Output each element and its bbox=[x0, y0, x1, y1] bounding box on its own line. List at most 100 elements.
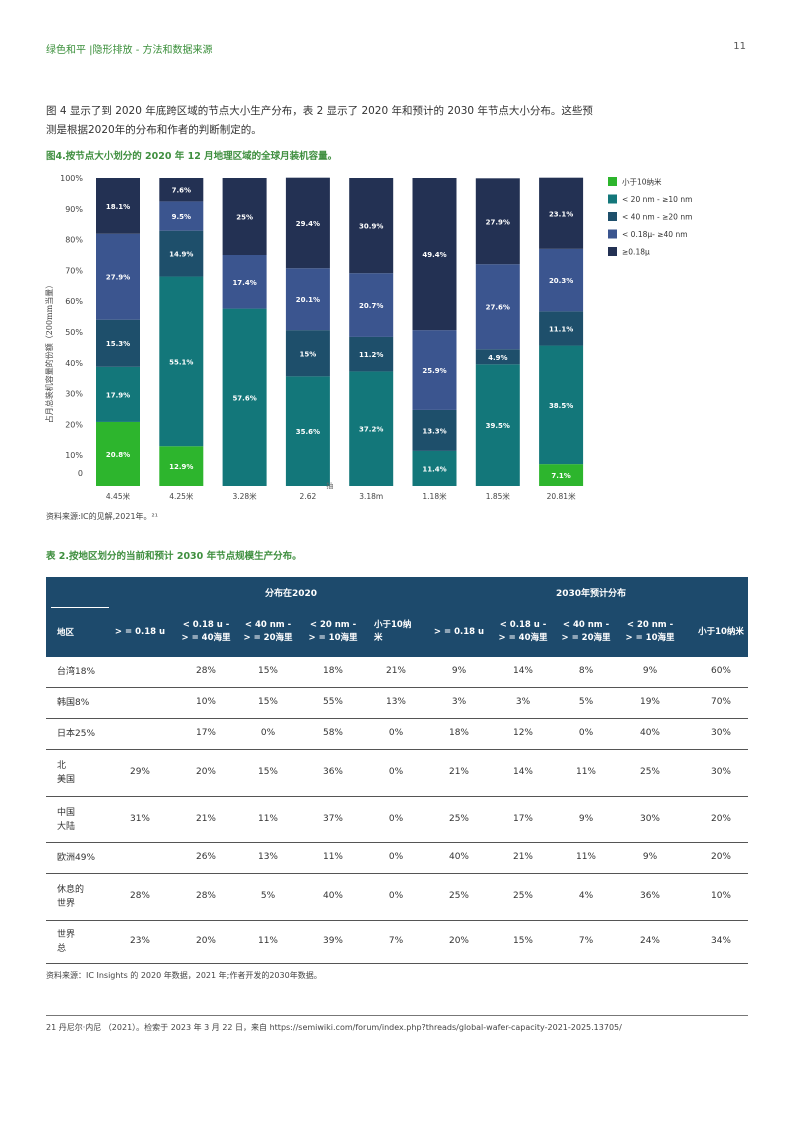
region-line: 北 bbox=[57, 761, 67, 771]
bar-segment bbox=[222, 255, 267, 309]
data-label: 27.9% bbox=[486, 218, 510, 226]
bar-segment bbox=[475, 349, 520, 365]
table-cell: 28% bbox=[195, 891, 216, 901]
stacked-bar-chart: 0 10% 20% 30% 40% 50% 60% 70% 80% 90% 100% 占月总装机容量的… bbox=[44, 174, 692, 501]
table-cell: 29% bbox=[129, 767, 150, 777]
table-cell: 39% bbox=[322, 936, 343, 946]
table-cell: 40% bbox=[322, 891, 343, 901]
table-cell: 8% bbox=[578, 666, 594, 676]
x-tick-label: 20.81米 bbox=[547, 491, 576, 501]
column-header-line: < 0.18 u - bbox=[182, 620, 230, 630]
x-tick-label: 1.85米 bbox=[486, 491, 511, 501]
data-label: 37.2% bbox=[359, 426, 383, 434]
bar-segment bbox=[475, 178, 520, 265]
header-group-2020: 分布在2020 bbox=[264, 589, 318, 599]
region-line: 欧洲49% bbox=[57, 853, 96, 863]
bar-segment bbox=[475, 364, 520, 486]
table-cell: 17% bbox=[512, 813, 533, 824]
table-cell: 3% bbox=[451, 697, 467, 707]
data-label: 4.9% bbox=[488, 354, 507, 362]
table-cell: 11% bbox=[322, 852, 343, 862]
data-label: 39.5% bbox=[486, 422, 510, 430]
table-cell: 26% bbox=[195, 852, 216, 862]
table-cell: 10% bbox=[195, 697, 216, 707]
data-label: 12.9% bbox=[169, 463, 193, 471]
table-cell: 5% bbox=[260, 891, 276, 901]
column-header: < 20 nm - > = 10海里 bbox=[300, 619, 366, 645]
column-header-line: > = 0.18 u bbox=[433, 627, 485, 637]
column-header: < 0.18 u - > = 40海里 bbox=[490, 619, 556, 645]
table-cell: 14% bbox=[512, 767, 533, 777]
bar-segment bbox=[222, 178, 267, 255]
table-cell: 0% bbox=[388, 813, 404, 824]
legend-label: < 40 nm - ≥20 nm bbox=[622, 213, 692, 222]
table-cell: 36% bbox=[322, 767, 343, 777]
table-cell: 7% bbox=[388, 936, 404, 946]
y-tick-label: 100% bbox=[60, 174, 83, 183]
table-cell: 28% bbox=[195, 666, 216, 676]
table-cell: 3% bbox=[515, 697, 531, 707]
data-label: 25.9% bbox=[422, 367, 446, 375]
table-cell: 0% bbox=[260, 728, 276, 738]
y-tick-label: 20% bbox=[65, 420, 83, 429]
bar-segment bbox=[159, 230, 204, 277]
bar-segment bbox=[159, 178, 204, 202]
table-cell: 20% bbox=[448, 936, 469, 946]
y-tick-label: 30% bbox=[65, 390, 83, 399]
table-cell: 13% bbox=[257, 852, 278, 862]
header-group-2030: 2030年预计分布 bbox=[555, 589, 627, 599]
table-cell: 11% bbox=[575, 852, 596, 862]
y-tick-label: 10% bbox=[65, 451, 83, 460]
legend-swatch bbox=[608, 194, 617, 204]
data-label: 30.9% bbox=[359, 223, 383, 231]
table-cell: 11% bbox=[575, 767, 596, 777]
table-cell: 9% bbox=[578, 813, 594, 824]
column-header: > = 0.18 u bbox=[426, 626, 492, 639]
table-cell: 4% bbox=[578, 891, 594, 901]
table-cell: 18% bbox=[322, 666, 343, 676]
table-cell: 11% bbox=[257, 936, 278, 946]
table-cell: 24% bbox=[639, 936, 660, 946]
bar-segment bbox=[349, 273, 394, 337]
x-tick-label: 1.18米 bbox=[422, 491, 447, 501]
table-cell: 18% bbox=[448, 728, 469, 738]
data-label: 7.1% bbox=[551, 472, 570, 480]
table-cell: 9% bbox=[451, 666, 467, 676]
bar-segment bbox=[96, 366, 140, 422]
row-region-label: 中国 大陆 bbox=[57, 806, 75, 834]
header-rule bbox=[51, 607, 109, 608]
bar-segment bbox=[539, 177, 584, 249]
data-label: 17.9% bbox=[106, 391, 130, 399]
x-tick-label: 3.28米 bbox=[232, 491, 257, 501]
bar-segment bbox=[96, 233, 140, 320]
bar-segment bbox=[285, 376, 330, 486]
column-header-line: 小于10纳 bbox=[374, 620, 412, 630]
figure-title: 图4.按节点大小划分的 2020 年 12 月地理区域的全球月装机容量。 bbox=[46, 151, 338, 162]
table-cell: 21% bbox=[385, 666, 406, 676]
table-cell: 0% bbox=[578, 728, 594, 738]
row-region-label: 台湾18% bbox=[57, 665, 95, 679]
figure-source: 资料来源:IC的见解,2021年。²¹ bbox=[46, 512, 158, 521]
table-cell: 15% bbox=[257, 666, 278, 676]
table-cell: 20% bbox=[195, 767, 216, 777]
column-header: < 0.18 u - > = 40海里 bbox=[173, 619, 239, 645]
row-region-label: 世界总 bbox=[57, 928, 75, 956]
bar-segment bbox=[159, 201, 204, 231]
y-tick-label: 80% bbox=[65, 236, 83, 245]
table-title: 表 2.按地区划分的当前和预计 2030 年节点规模生产分布。 bbox=[46, 551, 302, 562]
table-cell: 20% bbox=[710, 813, 731, 824]
bar-segment bbox=[539, 464, 584, 486]
table-row: 世界总 23% 20% 11% 39% 7% 20% 15% 7% 24% 34% bbox=[46, 921, 748, 964]
table-cell: 0% bbox=[388, 852, 404, 862]
bar-segment bbox=[349, 336, 394, 372]
bar-segment bbox=[285, 177, 330, 269]
data-label: 9.5% bbox=[172, 213, 191, 221]
bar-segment bbox=[539, 345, 584, 465]
table-cell: 20% bbox=[710, 852, 731, 862]
data-label: 7.6% bbox=[172, 187, 191, 195]
region-line: 休息的 bbox=[57, 885, 85, 895]
data-label: 15.3% bbox=[106, 340, 130, 348]
bar-segment bbox=[349, 371, 394, 486]
table-cell: 0% bbox=[388, 767, 404, 777]
table-cell: 5% bbox=[578, 697, 594, 707]
